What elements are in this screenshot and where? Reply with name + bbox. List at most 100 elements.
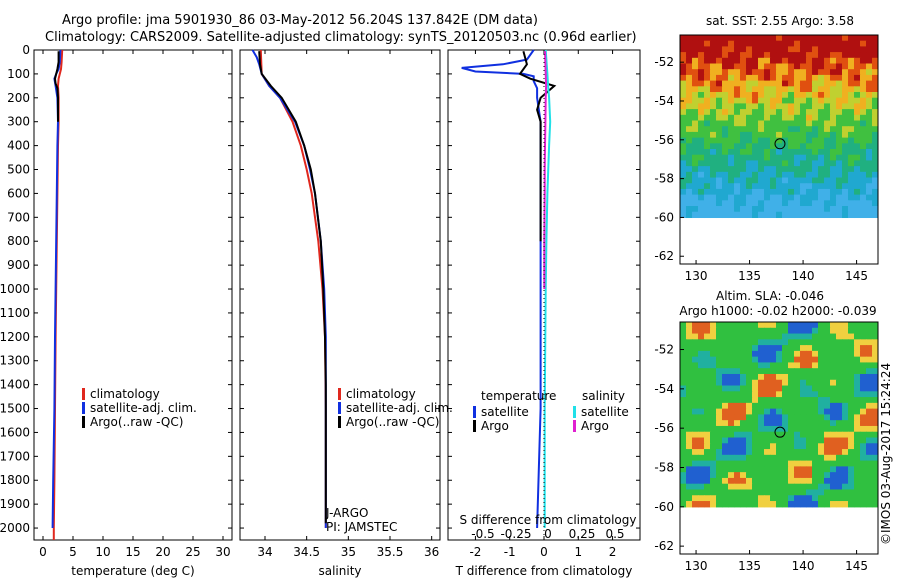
heat-cell	[746, 443, 753, 450]
heat-cell	[866, 425, 873, 433]
heat-cell	[698, 350, 705, 358]
heat-cell	[740, 120, 747, 127]
heat-cell	[722, 327, 729, 335]
heat-cell	[704, 345, 711, 352]
heat-cell	[698, 356, 705, 364]
heat-cell	[866, 80, 873, 87]
heat-cell	[824, 97, 831, 105]
heat-cell	[746, 327, 753, 335]
heat-cell	[764, 194, 771, 201]
heat-cell	[818, 402, 825, 410]
heat-cell	[770, 472, 777, 479]
heat-cell	[818, 97, 825, 105]
heat-cell	[758, 460, 765, 467]
heat-cell	[728, 171, 735, 179]
heat-cell	[824, 114, 831, 122]
heat-cell	[794, 437, 801, 444]
heat-cell	[794, 52, 801, 59]
heat-cell	[776, 92, 783, 99]
heat-cell	[680, 200, 687, 207]
top-tick-label: -0.5	[471, 527, 494, 541]
heat-cell	[836, 194, 843, 201]
heat-cell	[872, 454, 878, 462]
top-tick-label: 0.5	[605, 527, 624, 541]
heat-cell	[740, 339, 747, 346]
heat-cell	[698, 495, 705, 502]
heat-cell	[848, 483, 855, 491]
map-y-tick-label: -54	[654, 94, 674, 108]
heat-cell	[728, 40, 735, 47]
heat-cell	[692, 362, 699, 369]
heat-cell	[782, 408, 789, 416]
heat-cell	[776, 477, 783, 485]
heat-cell	[746, 495, 753, 502]
heat-cell	[794, 131, 801, 139]
heat-cell	[800, 408, 807, 416]
heat-cell	[782, 402, 789, 410]
heat-cell	[746, 373, 753, 381]
heat-cell	[722, 477, 729, 485]
heat-cell	[692, 154, 699, 162]
heat-cell	[770, 501, 777, 508]
heat-cell	[872, 131, 878, 139]
heat-cell	[788, 211, 795, 219]
x-tick-label: 35.5	[377, 545, 404, 559]
heat-cell	[794, 472, 801, 479]
heat-cell	[746, 379, 753, 387]
heat-cell	[686, 171, 693, 179]
heat-cell	[848, 92, 855, 99]
heat-cell	[842, 431, 849, 439]
heat-cell	[866, 137, 873, 144]
heat-cell	[854, 356, 861, 364]
heat-cell	[824, 391, 831, 398]
heat-cell	[806, 183, 813, 190]
heat-cell	[734, 425, 741, 433]
heat-cell	[806, 345, 813, 352]
heat-cell	[728, 194, 735, 201]
heat-cell	[812, 200, 819, 207]
heat-cell	[698, 154, 705, 162]
heat-cell	[848, 86, 855, 93]
heat-cell	[716, 92, 723, 99]
heat-cell	[854, 460, 861, 467]
heat-cell	[740, 362, 747, 369]
heat-cell	[854, 206, 861, 213]
heat-cell	[866, 63, 873, 70]
heat-cell	[866, 466, 873, 473]
heat-cell	[866, 368, 873, 375]
heat-cell	[752, 373, 759, 381]
heat-cell	[794, 86, 801, 93]
map-x-tick-label: 145	[845, 269, 868, 283]
heat-cell	[740, 154, 747, 162]
heat-cell	[776, 339, 783, 346]
heat-cell	[728, 495, 735, 502]
heat-cell	[716, 472, 723, 479]
heat-cell	[680, 437, 687, 444]
heat-cell	[872, 114, 878, 122]
heat-cell	[818, 188, 825, 196]
heat-cell	[752, 52, 759, 59]
heat-cell	[860, 171, 867, 179]
heat-cell	[734, 466, 741, 473]
heat-cell	[698, 379, 705, 387]
heat-cell	[686, 149, 693, 156]
heat-cell	[830, 379, 837, 387]
heat-cell	[740, 103, 747, 110]
heat-cell	[752, 109, 759, 116]
heat-cell	[788, 120, 795, 127]
heat-cell	[734, 183, 741, 190]
heat-cell	[842, 449, 849, 456]
heat-cell	[782, 92, 789, 99]
heat-cell	[842, 425, 849, 433]
heat-cell	[758, 166, 765, 173]
heat-cell	[860, 408, 867, 416]
heat-cell	[770, 103, 777, 110]
heat-cell	[698, 149, 705, 156]
heat-cell	[776, 206, 783, 213]
heat-cell	[824, 437, 831, 444]
heat-cell	[746, 420, 753, 427]
heat-cell	[794, 454, 801, 462]
heat-cell	[704, 373, 711, 381]
heat-cell	[758, 74, 765, 82]
heat-cell	[836, 177, 843, 184]
